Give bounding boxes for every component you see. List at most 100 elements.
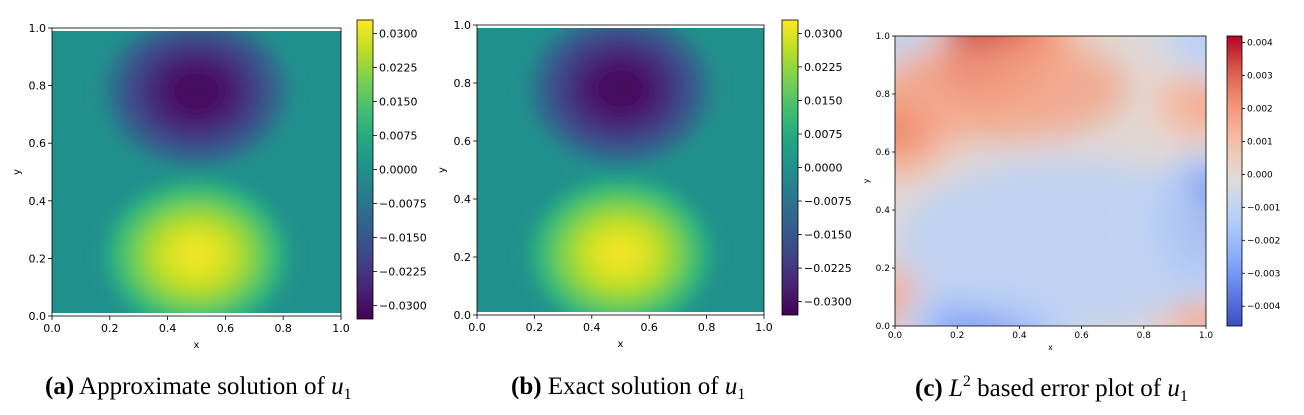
x-tick-label: 0.0 — [468, 321, 486, 334]
x-axis-label: x — [194, 340, 200, 351]
x-tick-label: 0.2 — [101, 322, 119, 335]
colorbar-tick-label: −0.0225 — [804, 262, 852, 275]
caption-b-text: Exact solution of — [547, 373, 719, 400]
y-tick-label: 1.0 — [454, 19, 472, 32]
colorbar-tick-label: −0.004 — [1247, 302, 1281, 312]
caption-c-sub: 1 — [1179, 388, 1188, 405]
y-axis-label: y — [862, 178, 871, 183]
x-tick-label: 0.2 — [526, 321, 544, 334]
x-tick-label: 1.0 — [1199, 331, 1214, 341]
caption-b-sub: 1 — [737, 386, 746, 403]
x-tick-label: 0.0 — [888, 331, 903, 341]
y-tick-label: 0.6 — [454, 135, 472, 148]
x-axis-label: x — [618, 339, 624, 350]
y-tick-label: 0.4 — [29, 195, 47, 208]
caption-a: (a) Approximate solution of u1 — [45, 373, 352, 404]
x-tick-label: 0.8 — [698, 321, 716, 334]
colorbar-tick-label: −0.0075 — [804, 195, 852, 208]
colorbar-tick-label: 0.0150 — [379, 96, 418, 109]
colorbar-tick-label: 0.003 — [1247, 72, 1273, 82]
x-tick-label: 0.6 — [217, 322, 235, 335]
colorbar-b — [781, 19, 799, 316]
y-tick-label: 0.6 — [29, 137, 47, 150]
panel-c-error-plot: 0.0 0.2 0.4 0.6 0.8 1.0 0.0 0.2 0.4 0.6 0.8 1.0 x y 0.… — [862, 32, 1281, 352]
x-tick-label: 0.6 — [1074, 331, 1089, 341]
caption-b: (b) Exact solution of u1 — [511, 373, 745, 404]
colorbar-tick-label: 0.004 — [1247, 39, 1273, 49]
caption-a-sub: 1 — [343, 386, 352, 403]
panel-a-approximate-solution: 0.0 0.2 0.4 0.6 0.8 1.0 0.0 0.2 0.4 0.6 0.8 1.0 x y 0.… — [12, 19, 427, 351]
colorbar-tick-label: 0.0075 — [379, 130, 418, 143]
colorbar-tick-label: 0.0300 — [379, 28, 418, 41]
colorbar-tick-label: 0.0225 — [379, 62, 418, 75]
colorbar-tick-label: 0.0000 — [379, 164, 418, 177]
x-axis-label: x — [1048, 343, 1053, 352]
y-tick-label: 0.2 — [29, 252, 47, 265]
caption-a-label: (a) — [45, 373, 75, 400]
caption-c-sup: 2 — [962, 373, 971, 390]
plot-frame-c — [894, 35, 1207, 327]
caption-b-label: (b) — [511, 373, 542, 400]
y-tick-label: 0.0 — [876, 322, 891, 332]
caption-b-var: u — [724, 373, 738, 400]
x-tick-label: 0.4 — [159, 322, 177, 335]
colorbar-tick-label: 0.0150 — [804, 94, 843, 107]
y-tick-label: 0.2 — [876, 264, 890, 274]
heatmap-feature-minimum-a — [92, 28, 301, 178]
y-axis-label: y — [12, 169, 23, 175]
y-tick-label: 0.4 — [454, 193, 472, 206]
caption-c-label: (c) — [915, 375, 943, 402]
y-tick-label: 0.0 — [29, 310, 47, 323]
x-tick-label: 1.0 — [755, 321, 773, 334]
colorbar-tick-label: −0.002 — [1247, 236, 1280, 246]
y-tick-label: 0.4 — [876, 206, 891, 216]
heatmap-band-c — [895, 36, 1206, 326]
y-tick-label: 0.2 — [454, 251, 472, 264]
colorbar-tick-label: −0.0075 — [379, 197, 427, 210]
colorbar-tick-label: 0.0225 — [804, 61, 843, 74]
x-tick-label: 0.2 — [950, 331, 964, 341]
colorbar-c — [1226, 35, 1243, 327]
x-tick-label: 0.8 — [274, 322, 292, 335]
caption-a-text: Approximate solution of — [79, 373, 325, 400]
caption-c-var: u — [1167, 375, 1180, 402]
plot-frame-b — [476, 24, 765, 316]
plot-frame-a — [51, 27, 342, 317]
colorbar-tick-label: −0.0150 — [379, 231, 427, 244]
x-tick-label: 0.4 — [1012, 331, 1027, 341]
x-tick-label: 0.4 — [583, 321, 601, 334]
colorbar-tick-label: −0.0300 — [379, 299, 427, 312]
x-tick-label: 0.0 — [43, 322, 61, 335]
caption-c: (c) L2 based error plot of u1 — [915, 373, 1188, 406]
colorbar-tick-label: −0.001 — [1247, 203, 1280, 213]
panel-b-exact-solution: 0.0 0.2 0.4 0.6 0.8 1.0 0.0 0.2 0.4 0.6 0.8 1.0 x y 0.… — [437, 19, 852, 350]
y-tick-label: 1.0 — [29, 22, 47, 35]
caption-c-var-l: L — [949, 375, 963, 402]
x-tick-label: 0.6 — [640, 321, 658, 334]
colorbar-tick-label: 0.001 — [1247, 137, 1273, 147]
caption-c-text: based error plot of — [977, 375, 1162, 402]
y-axis-label: y — [437, 167, 448, 173]
colorbar-tick-label: 0.000 — [1247, 170, 1273, 180]
y-tick-label: 0.6 — [876, 148, 891, 158]
y-tick-label: 1.0 — [876, 32, 891, 42]
heatmap-feature-low-c — [1146, 36, 1206, 84]
heatmap-feature-maximum-a — [92, 169, 301, 316]
y-tick-label: 0.8 — [454, 77, 472, 90]
colorbar-tick-label: −0.0150 — [804, 229, 852, 242]
x-tick-label: 1.0 — [332, 322, 350, 335]
colorbar-tick-label: 0.0075 — [804, 128, 843, 141]
x-tick-label: 0.8 — [1137, 331, 1152, 341]
colorbar-tick-label: 0.002 — [1247, 105, 1273, 115]
colorbar-tick-label: 0.0300 — [804, 27, 843, 40]
y-tick-label: 0.0 — [454, 309, 472, 322]
y-tick-label: 0.8 — [29, 80, 47, 93]
colorbar-tick-label: −0.003 — [1247, 269, 1280, 279]
colorbar-a — [356, 19, 374, 320]
colorbar-tick-label: 0.0000 — [804, 162, 843, 175]
y-tick-label: 0.8 — [876, 90, 891, 100]
colorbar-tick-label: −0.0300 — [804, 296, 852, 309]
heatmap-feature-maximum-b — [517, 167, 724, 315]
colorbar-tick-label: −0.0225 — [379, 265, 427, 278]
